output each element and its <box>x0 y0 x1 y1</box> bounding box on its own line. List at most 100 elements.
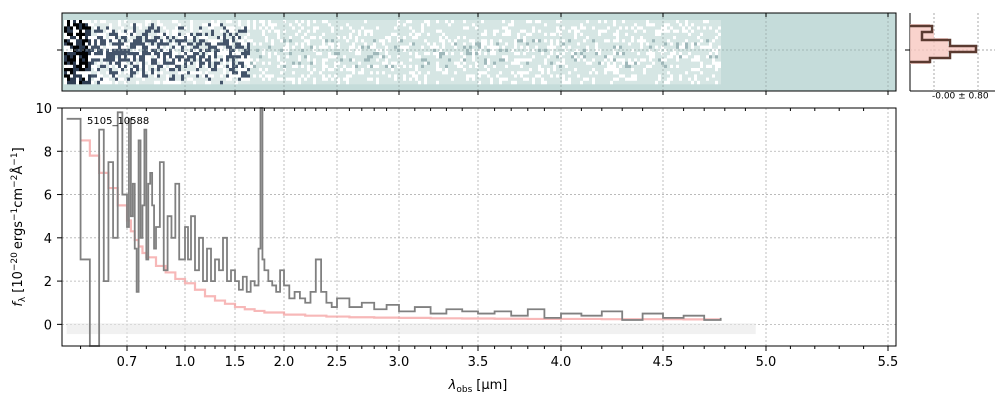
heat-cell <box>574 33 577 37</box>
heat-cell <box>382 39 385 43</box>
heat-cell <box>565 55 568 59</box>
y-tick-label: 8 <box>44 145 52 160</box>
heat-cell <box>328 23 331 27</box>
heat-cell <box>223 68 226 72</box>
heat-cell <box>463 23 466 27</box>
heat-cell <box>673 68 676 72</box>
heat-cell <box>379 20 382 24</box>
heat-cell <box>661 65 664 69</box>
heat-cell <box>253 52 256 56</box>
heat-cell <box>463 30 466 33</box>
heat-cell <box>382 71 385 75</box>
heat-cell <box>484 78 487 82</box>
heat-cell <box>343 33 346 37</box>
heat-cell <box>463 52 466 56</box>
heat-cell <box>313 81 316 85</box>
heat-cell <box>202 42 205 46</box>
heat-cell <box>622 46 625 50</box>
heat-cell <box>466 52 469 56</box>
heat-cell <box>70 33 73 37</box>
heat-cell <box>427 42 430 46</box>
heat-cell <box>400 55 403 59</box>
heat-cell <box>397 65 400 69</box>
heat-cell <box>172 39 175 43</box>
heat-cell <box>457 78 460 82</box>
heat-cell <box>112 36 115 40</box>
heat-cell <box>169 33 172 37</box>
heat-cell <box>673 46 676 50</box>
heat-cell <box>427 81 430 85</box>
heat-cell <box>349 78 352 82</box>
heat-cell <box>475 62 478 66</box>
heat-cell <box>253 81 256 85</box>
heat-cell <box>355 20 358 24</box>
heat-cell <box>109 26 112 30</box>
heat-cell <box>229 33 232 37</box>
heat-cell <box>130 62 133 66</box>
heat-cell <box>580 42 583 46</box>
heat-cell <box>310 42 313 46</box>
heat-cell <box>718 26 721 30</box>
heat-cell <box>646 42 649 46</box>
heat-cell <box>589 42 592 46</box>
heat-cell <box>124 42 127 46</box>
heat-cell <box>523 81 526 85</box>
heat-cell <box>448 55 451 59</box>
heat-cell <box>154 39 157 43</box>
heat-cell <box>709 52 712 56</box>
heat-cell <box>448 30 451 33</box>
heat-cell <box>469 74 472 78</box>
heat-cell <box>283 78 286 82</box>
heat-cell <box>220 52 223 56</box>
heat-cell <box>649 39 652 43</box>
heat-cell <box>613 74 616 78</box>
heat-cell <box>397 23 400 27</box>
heat-cell <box>370 78 373 82</box>
heat-cell <box>106 49 109 53</box>
heat-cell <box>130 33 133 37</box>
heat-cell <box>493 62 496 66</box>
heat-cell <box>550 71 553 75</box>
heat-cell <box>454 74 457 78</box>
heat-cell <box>268 23 271 27</box>
heat-cell <box>661 20 664 24</box>
heat-cell <box>445 68 448 72</box>
heat-cell <box>361 68 364 72</box>
heat-cell <box>289 78 292 82</box>
heat-cell <box>709 42 712 46</box>
heat-cell <box>709 26 712 30</box>
heat-cell <box>526 58 529 62</box>
heat-cell <box>235 39 238 43</box>
heat-cell <box>544 26 547 30</box>
heat-cell <box>571 30 574 33</box>
heat-cell <box>196 42 199 46</box>
heat-cell <box>679 26 682 30</box>
heat-cell <box>493 46 496 50</box>
heat-cell <box>580 62 583 66</box>
heat-cell <box>166 42 169 46</box>
heat-cell <box>511 78 514 82</box>
heat-cell <box>586 26 589 30</box>
heat-cell <box>97 71 100 75</box>
heat-cell <box>472 36 475 40</box>
heat-cell <box>208 49 211 53</box>
heat-cell <box>472 68 475 72</box>
heat-cell <box>514 20 517 24</box>
heat-cell <box>295 65 298 69</box>
heat-cell <box>550 26 553 30</box>
heat-cell <box>556 62 559 66</box>
heat-cell <box>322 58 325 62</box>
heat-cell <box>352 39 355 43</box>
heat-cell <box>397 46 400 50</box>
heat-cell <box>124 20 127 24</box>
heat-cell <box>82 49 85 53</box>
heat-cell <box>556 52 559 56</box>
heat-cell <box>352 42 355 46</box>
heat-cell <box>133 36 136 40</box>
heat-cell <box>394 20 397 24</box>
heat-cell <box>286 23 289 27</box>
heat-cell <box>658 78 661 82</box>
heat-cell <box>532 42 535 46</box>
heat-cell <box>571 26 574 30</box>
heat-cell <box>235 23 238 27</box>
